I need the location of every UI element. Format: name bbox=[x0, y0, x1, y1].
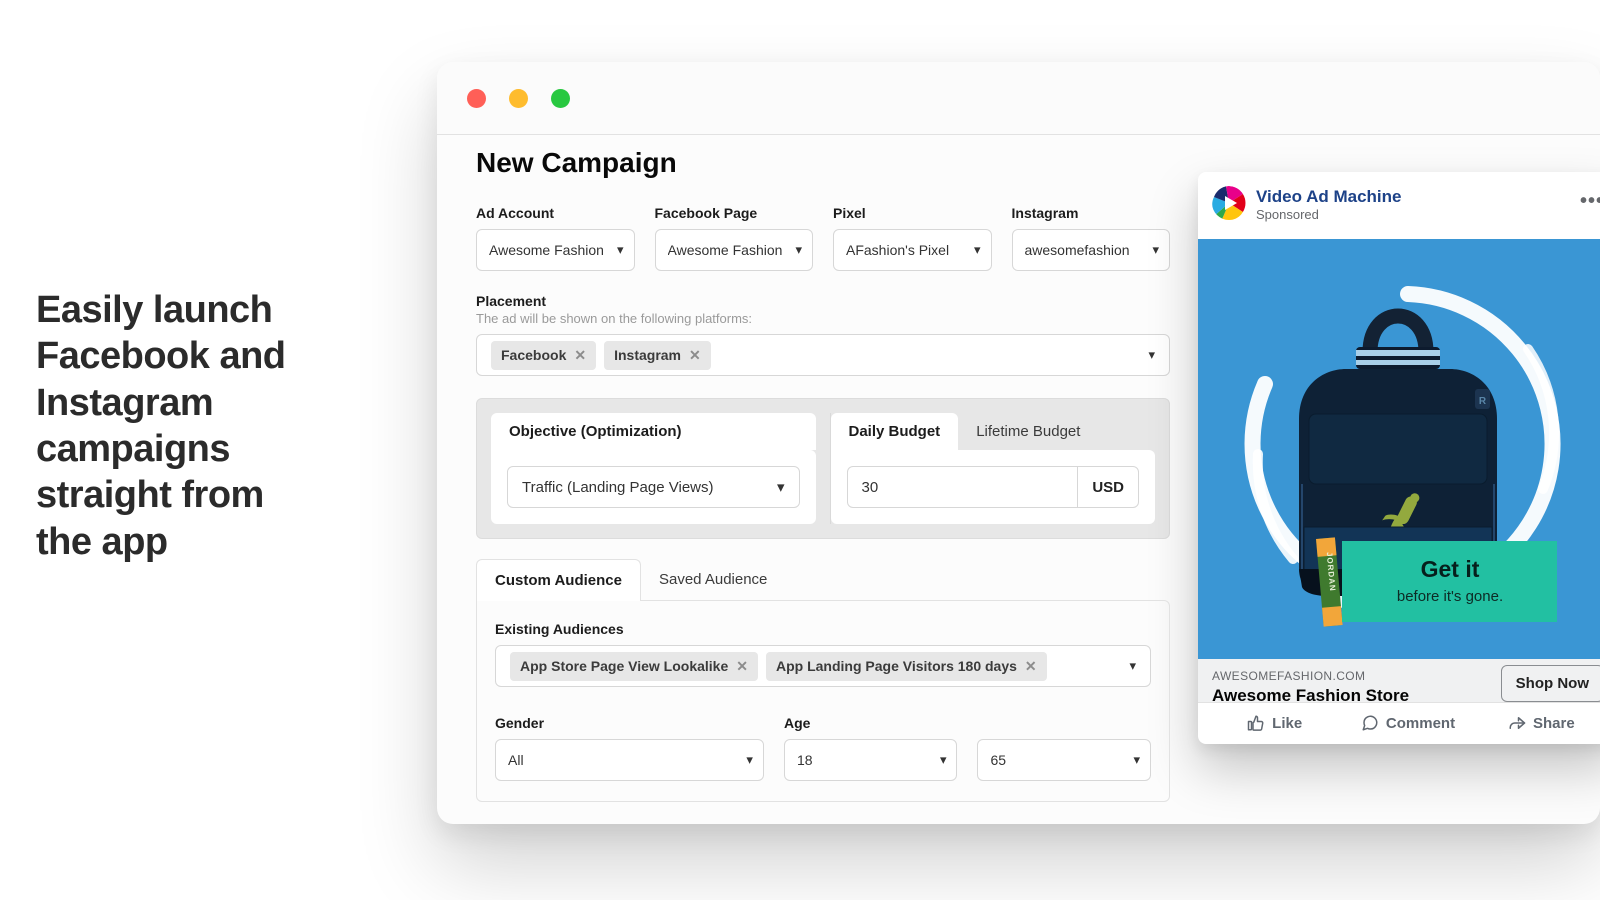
svg-text:before it's gone.: before it's gone. bbox=[1397, 588, 1503, 605]
svg-text:R: R bbox=[1479, 396, 1487, 407]
svg-text:Get it: Get it bbox=[1421, 556, 1480, 582]
